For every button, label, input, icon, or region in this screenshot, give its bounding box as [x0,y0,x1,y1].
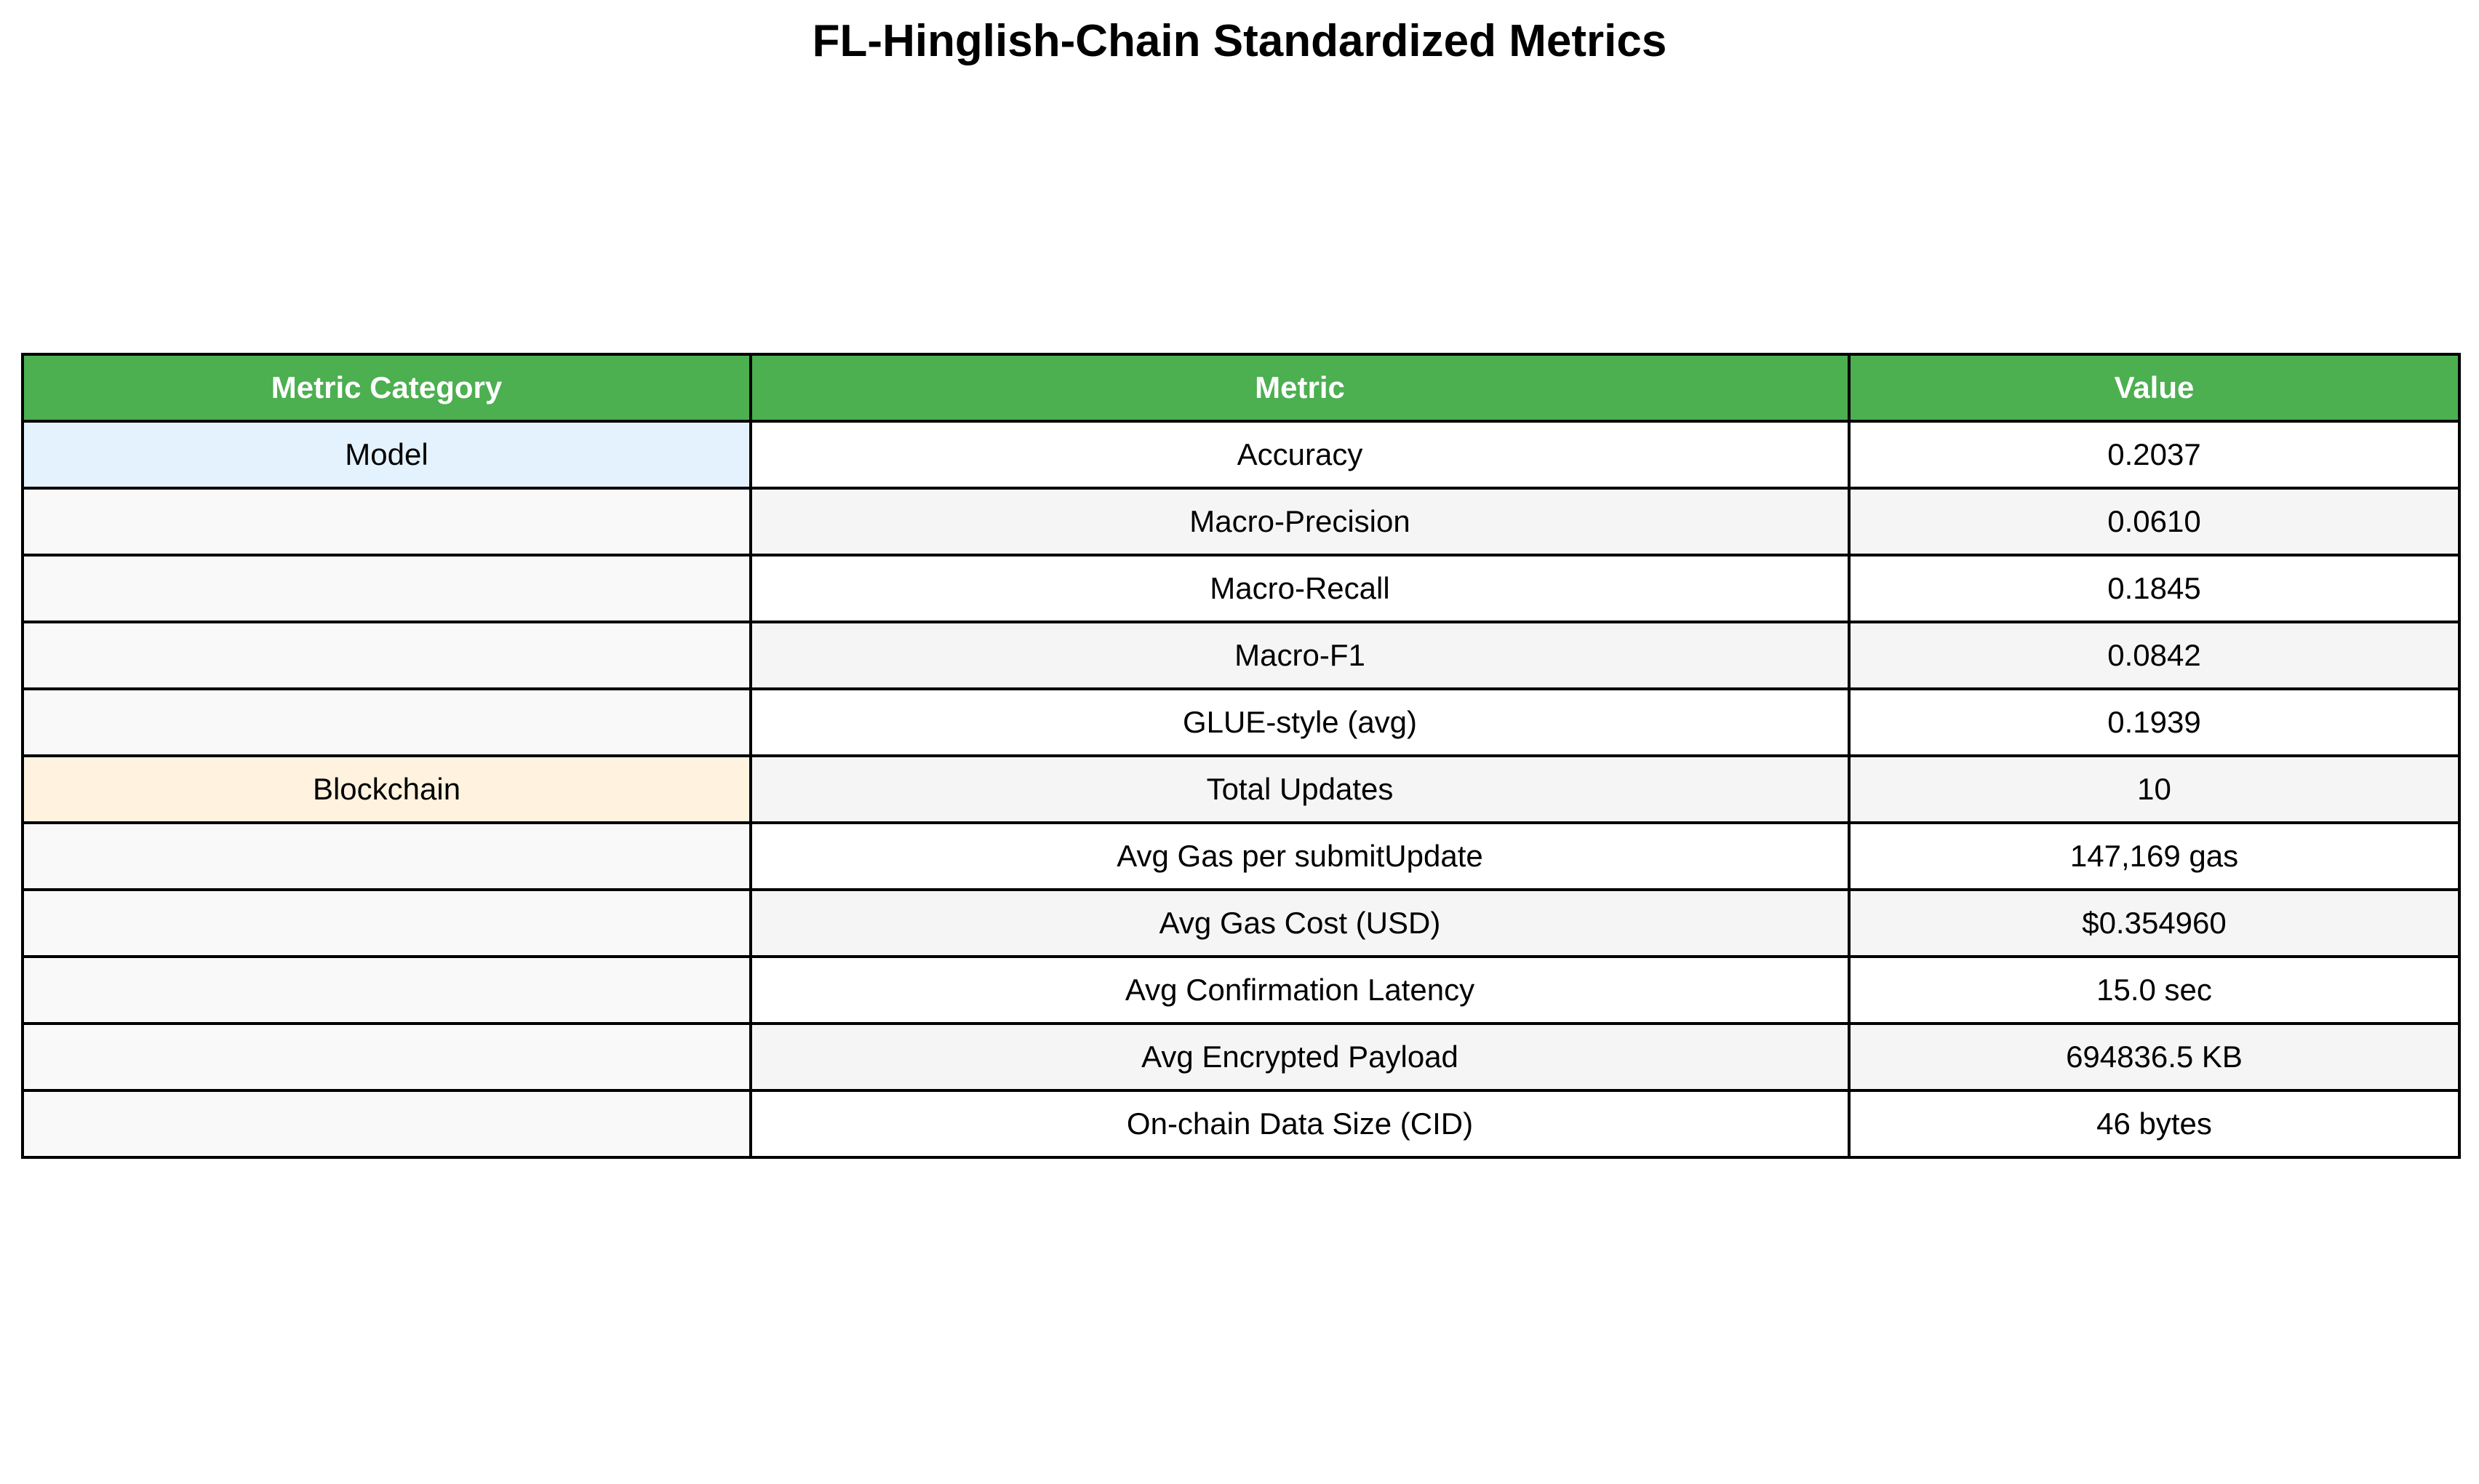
cell-value: 10 [1848,754,2461,824]
cell-value: $0.354960 [1848,888,2461,958]
table-body: Model Accuracy 0.2037 Macro-Precision 0.0610… [21,420,2461,1159]
cell-value: 0.0610 [1848,487,2461,556]
cell-value: 46 bytes [1848,1089,2461,1159]
column-header-metric: Metric [749,353,1851,423]
column-header-metric-category: Metric Category [21,353,752,423]
table-row: Macro-Precision 0.0610 [21,487,2461,556]
metrics-table: Metric Category Metric Value Model Accura… [21,353,2461,1159]
cell-metric: GLUE-style (avg) [749,687,1851,757]
cell-metric-category [21,554,752,623]
cell-metric-category [21,821,752,891]
cell-metric: Macro-Recall [749,554,1851,623]
cell-metric-category [21,621,752,690]
cell-metric: On-chain Data Size (CID) [749,1089,1851,1159]
cell-metric-category [21,1022,752,1092]
cell-metric-category: Model [21,420,752,490]
cell-value: 0.1939 [1848,687,2461,757]
cell-value: 694836.5 KB [1848,1022,2461,1092]
table-header-row: Metric Category Metric Value [21,353,2461,423]
table-row: Avg Encrypted Payload 694836.5 KB [21,1022,2461,1092]
cell-metric: Macro-F1 [749,621,1851,690]
table-row: On-chain Data Size (CID) 46 bytes [21,1089,2461,1159]
table-row: Model Accuracy 0.2037 [21,420,2461,490]
table-row: Blockchain Total Updates 10 [21,754,2461,824]
cell-value: 15.0 sec [1848,955,2461,1025]
cell-metric: Total Updates [749,754,1851,824]
table-row: Macro-F1 0.0842 [21,621,2461,690]
table-row: Avg Gas Cost (USD) $0.354960 [21,888,2461,958]
cell-metric: Accuracy [749,420,1851,490]
cell-value: 0.2037 [1848,420,2461,490]
table-row: GLUE-style (avg) 0.1939 [21,687,2461,757]
cell-metric-category [21,487,752,556]
cell-metric-category [21,888,752,958]
table-row: Avg Gas per submitUpdate 147,169 gas [21,821,2461,891]
cell-metric: Avg Confirmation Latency [749,955,1851,1025]
cell-metric-category [21,1089,752,1159]
column-header-value: Value [1848,353,2461,423]
cell-value: 0.1845 [1848,554,2461,623]
table-row: Macro-Recall 0.1845 [21,554,2461,623]
cell-metric-category: Blockchain [21,754,752,824]
cell-metric: Avg Gas Cost (USD) [749,888,1851,958]
cell-metric: Avg Encrypted Payload [749,1022,1851,1092]
cell-metric: Macro-Precision [749,487,1851,556]
cell-metric: Avg Gas per submitUpdate [749,821,1851,891]
page-title: FL-Hinglish-Chain Standardized Metrics [812,16,1667,66]
table-row: Avg Confirmation Latency 15.0 sec [21,955,2461,1025]
cell-value: 0.0842 [1848,621,2461,690]
cell-metric-category [21,955,752,1025]
cell-value: 147,169 gas [1848,821,2461,891]
cell-metric-category [21,687,752,757]
